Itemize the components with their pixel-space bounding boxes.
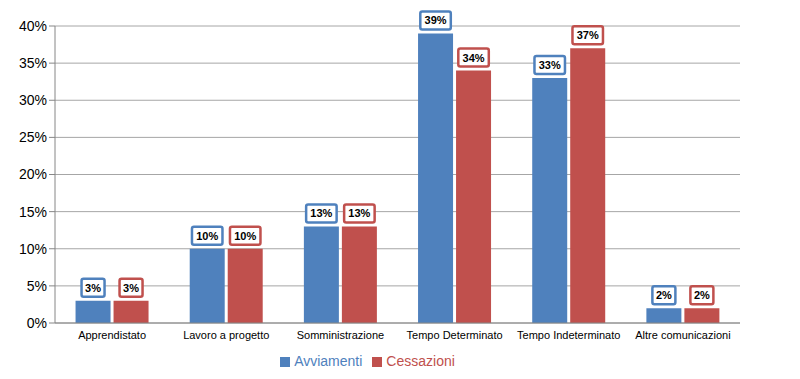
svg-text:5%: 5% [27,278,47,294]
svg-text:15%: 15% [19,204,47,220]
svg-text:13%: 13% [348,207,370,219]
svg-text:2%: 2% [694,289,710,301]
html-text:Cessazioni: Cessazioni [386,353,455,369]
svg-text:40%: 40% [19,18,47,34]
svg-text:33%: 33% [539,59,561,71]
svg-text:Apprendistato: Apprendistato [78,329,146,341]
svg-text:34%: 34% [463,52,485,64]
svg-text:20%: 20% [19,166,47,182]
svg-text:Tempo Indeterminato: Tempo Indeterminato [517,329,620,341]
svg-text:0%: 0% [27,315,47,331]
svg-text:37%: 37% [577,29,599,41]
svg-text:10%: 10% [196,230,218,242]
svg-text:Altre comunicazioni: Altre comunicazioni [635,329,730,341]
svg-text:25%: 25% [19,129,47,145]
svg-text:Tempo Determinato: Tempo Determinato [407,329,503,341]
svg-text:10%: 10% [234,230,256,242]
svg-text:39%: 39% [425,14,447,26]
svg-text:3%: 3% [85,282,101,294]
svg-text:10%: 10% [19,241,47,257]
svg-text:2%: 2% [656,289,672,301]
svg-text:13%: 13% [310,207,332,219]
svg-text:Somministrazione: Somministrazione [297,329,384,341]
svg-text:3%: 3% [123,282,139,294]
svg-text:Lavoro a progetto: Lavoro a progetto [183,329,269,341]
html-text:Avviamenti: Avviamenti [294,353,363,369]
svg-text:35%: 35% [19,55,47,71]
svg-text:30%: 30% [19,92,47,108]
